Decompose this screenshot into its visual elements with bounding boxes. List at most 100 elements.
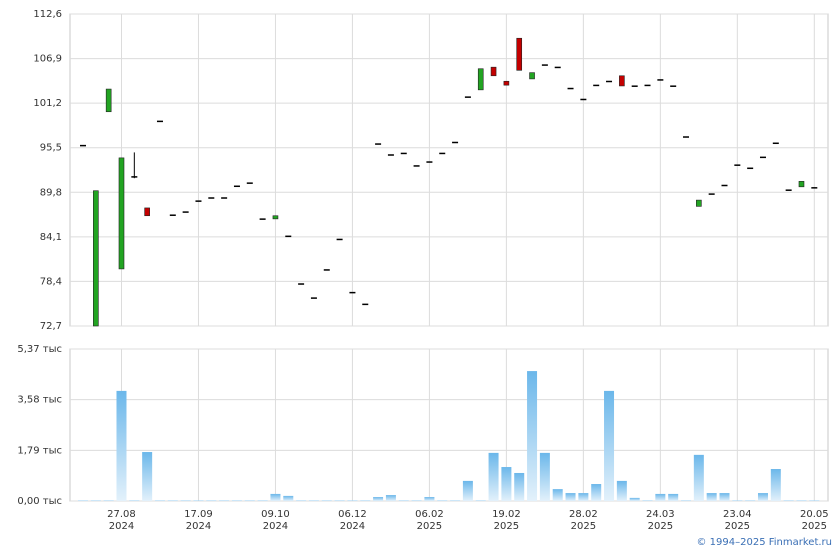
- candle-body: [144, 207, 150, 217]
- candle-body: [541, 64, 548, 66]
- y-tick-label: 112,6: [33, 9, 62, 20]
- y-tick-label: 1,79 тыс: [17, 445, 62, 456]
- candle-body: [619, 75, 625, 87]
- candle-body: [516, 37, 523, 71]
- y-tick-label: 101,2: [33, 98, 62, 109]
- candle-body: [426, 161, 433, 163]
- volume-bar: [296, 500, 307, 501]
- candle-body: [387, 154, 394, 156]
- candle-body: [336, 238, 343, 241]
- y-tick-label: 106,9: [33, 54, 62, 65]
- y-tick-label: 89,8: [40, 187, 62, 198]
- volume-bar: [616, 480, 627, 501]
- candle-body: [400, 152, 407, 155]
- candle-body: [195, 200, 202, 202]
- candle-body: [696, 199, 702, 207]
- candle-body: [593, 84, 600, 87]
- volume-bar: [719, 493, 730, 501]
- volume-bar: [334, 500, 345, 501]
- candle-body: [529, 72, 535, 80]
- volume-bar: [270, 493, 281, 501]
- volume-bar: [180, 500, 191, 501]
- candle-body: [259, 218, 266, 220]
- candle-body: [759, 156, 766, 159]
- candle-body: [477, 68, 484, 91]
- volume-bar: [488, 452, 499, 501]
- candle-body: [490, 66, 497, 77]
- volume-bar: [90, 500, 101, 501]
- volume-bar: [411, 500, 422, 501]
- candle-body: [657, 79, 664, 81]
- candle-body: [464, 96, 471, 98]
- x-tick-label: 19.02 2025: [492, 509, 521, 532]
- volume-bar: [514, 472, 525, 501]
- volume-bar: [527, 371, 538, 501]
- candle-body: [631, 85, 638, 87]
- volume-bar: [693, 454, 704, 501]
- volume-bar: [437, 500, 448, 501]
- candle-body: [349, 291, 356, 294]
- candle-body: [439, 152, 446, 155]
- candle-body: [182, 211, 189, 213]
- volume-bar: [462, 480, 473, 501]
- volume-bar: [552, 489, 563, 501]
- volume-bar: [142, 452, 153, 501]
- y-tick-label: 84,1: [40, 232, 62, 243]
- volume-bar: [167, 500, 178, 501]
- footer: © 1994–2025 Finmarket.ru: [696, 537, 832, 548]
- candle-body: [708, 193, 715, 195]
- x-tick-label: 09.10 2024: [261, 509, 290, 532]
- candle-body: [452, 141, 459, 144]
- plot-frame: [69, 13, 829, 327]
- volume-bar: [770, 469, 781, 501]
- volume-bar: [347, 500, 358, 501]
- candle-body: [272, 215, 279, 220]
- volume-bar: [219, 500, 230, 501]
- candle-body: [580, 98, 587, 101]
- volume-bar: [655, 493, 666, 501]
- candle-body: [734, 164, 741, 166]
- candle-body: [670, 85, 677, 87]
- volume-bar: [732, 500, 743, 501]
- x-tick-label: 28.02 2025: [569, 509, 598, 532]
- volume-bar: [745, 500, 756, 501]
- y-tick-label: 78,4: [40, 276, 62, 287]
- volume-bar: [193, 500, 204, 501]
- volume-bar: [668, 493, 679, 501]
- candle-body: [80, 144, 86, 147]
- candle-body: [93, 190, 99, 327]
- x-tick-label: 27.08 2024: [107, 509, 136, 532]
- y-tick-label: 3,58 тыс: [17, 395, 62, 406]
- candle-body: [811, 187, 818, 189]
- candle-body: [606, 80, 613, 83]
- candle-body: [413, 165, 420, 167]
- volume-bar: [385, 495, 396, 501]
- volume-bar: [706, 493, 717, 501]
- candle-body: [323, 269, 330, 271]
- candle-body: [375, 143, 382, 145]
- volume-bar: [539, 452, 550, 501]
- candle-body: [208, 197, 215, 199]
- volume-bar: [321, 500, 332, 501]
- x-tick-label: 06.02 2025: [415, 509, 444, 532]
- volume-bar: [231, 500, 242, 501]
- x-tick-label: 24.03 2025: [646, 509, 675, 532]
- volume-bar: [757, 493, 768, 501]
- volume-bar: [591, 484, 602, 501]
- candle-body: [118, 157, 125, 270]
- y-tick-label: 0,00 тыс: [17, 496, 62, 507]
- x-tick-label: 17.09 2024: [184, 509, 213, 532]
- volume-bar: [360, 500, 371, 501]
- candle-body: [785, 189, 792, 191]
- volume-bar: [398, 500, 409, 501]
- candle-body: [503, 80, 510, 86]
- candle-body: [567, 87, 574, 90]
- volume-bar: [257, 500, 268, 501]
- volume-bar: [244, 500, 255, 501]
- candle-body: [310, 297, 317, 299]
- candle-body: [233, 185, 240, 188]
- volume-bar: [809, 500, 820, 501]
- x-tick-label: 23.04 2025: [723, 509, 752, 532]
